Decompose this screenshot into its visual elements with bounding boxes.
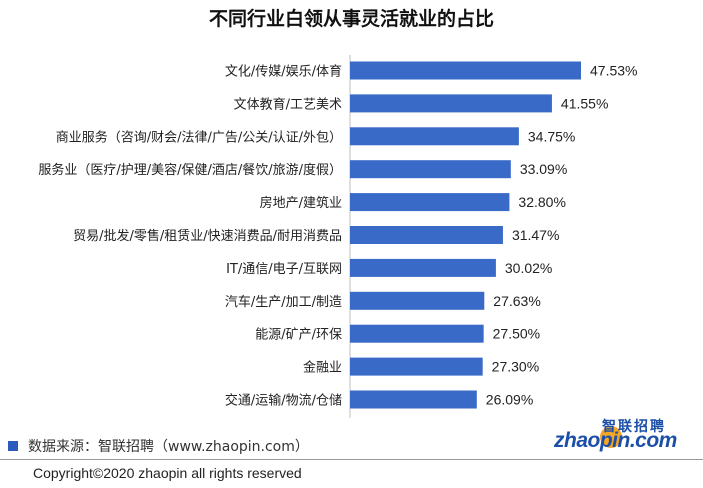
source-row: 数据来源：智联招聘（www.zhaopin.com） (8, 436, 309, 456)
bar (350, 160, 511, 179)
value-label: 26.09% (486, 392, 533, 408)
category-label: 金融业 (303, 360, 342, 376)
value-label: 33.09% (520, 161, 567, 177)
logo-en-text: zhaopin.com (554, 429, 677, 452)
bar (350, 291, 485, 310)
bar (350, 258, 496, 277)
bar (350, 324, 484, 343)
value-label: 27.50% (493, 326, 540, 342)
logo-cn-text: 智联招聘 (602, 419, 666, 435)
bar (350, 61, 581, 80)
value-label: 27.63% (493, 293, 540, 309)
copyright-text: Copyright©2020 zhaopin all rights reserv… (33, 465, 302, 481)
bar (350, 193, 510, 212)
bar (350, 94, 552, 113)
source-square-icon (8, 441, 18, 451)
value-label: 32.80% (518, 194, 565, 210)
bar (350, 226, 503, 244)
category-label: 商业服务（咨询/财会/法律/广告/公关/认证/外包） (56, 129, 342, 145)
logo-dot-icon (600, 426, 622, 448)
category-label: 文体教育/工艺美术 (234, 96, 342, 112)
category-label: 汽车/生产/加工/制造 (225, 294, 342, 310)
value-label: 30.02% (505, 260, 552, 276)
category-label: 贸易/批发/零售/租赁业/快速消费品/耐用消费品 (73, 228, 342, 244)
bar-chart: 文化/传媒/娱乐/体育 47.53% 文体教育/工艺美术 41.55% 商业服务（咨询/… (38, 55, 637, 418)
value-label: 31.47% (512, 227, 559, 243)
category-label: 服务业（医疗/护理/美容/保健/酒店/餐饮/旅游/度假） (38, 162, 342, 178)
category-label: 能源/矿产/环保 (255, 328, 342, 343)
value-label: 47.53% (590, 63, 637, 79)
value-label: 41.55% (561, 95, 608, 111)
bar (350, 357, 483, 376)
value-label: 34.75% (528, 128, 575, 144)
source-text: 数据来源：智联招聘（www.zhaopin.com） (28, 439, 309, 455)
chart-title: 不同行业白领从事灵活就业的占比 (208, 8, 494, 30)
category-label: 文化/传媒/娱乐/体育 (225, 64, 342, 80)
zhaopin-logo: 智联招聘 zhaopin.com (554, 416, 694, 456)
category-label: IT/通信/电子/互联网 (226, 262, 342, 277)
category-label: 交通/运输/物流/仓储 (225, 393, 342, 409)
category-label: 房地产/建筑业 (260, 195, 342, 211)
bar (350, 390, 477, 409)
value-label: 27.30% (492, 359, 539, 375)
footer-divider (0, 459, 703, 460)
bar (350, 127, 519, 146)
